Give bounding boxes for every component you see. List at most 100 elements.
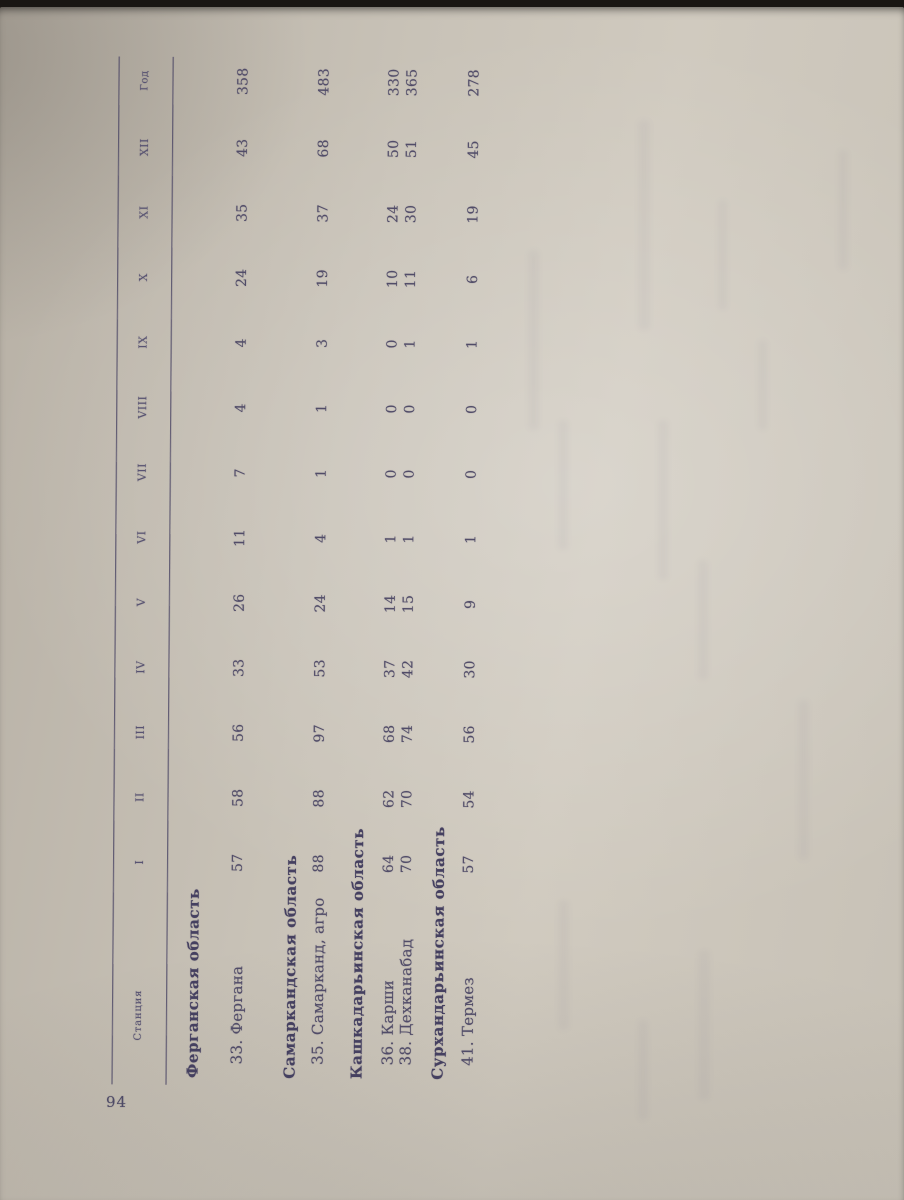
table-header-row: Станция I II III IV V VI VII VIII IX X XI XII Год bbox=[125, 57, 156, 1085]
month-value: 1 bbox=[401, 534, 418, 544]
month-value: 11 bbox=[402, 269, 420, 289]
month-value: 1 bbox=[313, 468, 330, 479]
month-value: 56 bbox=[461, 725, 478, 744]
month-value: 68 bbox=[315, 139, 333, 158]
month-value: 1 bbox=[383, 534, 400, 544]
month-value: 3 bbox=[314, 338, 331, 349]
month-value: 54 bbox=[461, 790, 478, 809]
month-value: 30 bbox=[403, 204, 420, 224]
column-header-station: Станция bbox=[132, 989, 144, 1041]
year-total: 330 bbox=[386, 68, 403, 97]
bleed-through-smudge bbox=[638, 120, 650, 330]
region-heading: Самаркандская область bbox=[280, 854, 301, 1079]
month-value: 0 bbox=[401, 469, 418, 479]
column-header-year: Год bbox=[138, 70, 150, 91]
month-value: 35 bbox=[234, 203, 251, 223]
bleed-through-smudge bbox=[698, 560, 708, 680]
column-header-month-XII: XII bbox=[137, 138, 151, 157]
month-value: 37 bbox=[382, 659, 399, 679]
bleed-through-smudge bbox=[798, 700, 809, 860]
month-value: 70 bbox=[398, 854, 416, 874]
page-number: 94 bbox=[106, 1093, 128, 1111]
month-value: 24 bbox=[233, 268, 251, 288]
month-value: 4 bbox=[313, 533, 330, 544]
station-name: 35. Самарканд, агро bbox=[308, 897, 328, 1065]
bleed-through-smudge bbox=[558, 420, 568, 550]
station-name: 33. Фергана bbox=[227, 965, 247, 1065]
year-total: 358 bbox=[235, 67, 252, 96]
column-header-month-V: V bbox=[134, 597, 148, 607]
month-value: 11 bbox=[232, 528, 249, 548]
month-value: 70 bbox=[399, 789, 416, 809]
month-value: 9 bbox=[462, 599, 479, 610]
month-value: 26 bbox=[231, 593, 248, 613]
month-value: 1 bbox=[402, 339, 419, 349]
month-value: 14 bbox=[382, 594, 399, 614]
column-header-month-X: X bbox=[136, 272, 150, 282]
year-total: 278 bbox=[466, 69, 483, 97]
month-value: 0 bbox=[463, 469, 480, 480]
month-value: 53 bbox=[312, 659, 329, 678]
station-name: 36. Карши bbox=[378, 979, 398, 1066]
month-value: 43 bbox=[234, 138, 252, 158]
month-value: 88 bbox=[310, 854, 328, 873]
month-value: 0 bbox=[383, 469, 400, 479]
month-value: 7 bbox=[232, 468, 249, 478]
month-value: 97 bbox=[311, 724, 328, 743]
book-page: 94 Станция I II III IV V VI VII VIII IX X XI XII Год … bbox=[0, 7, 904, 1200]
column-header-month-III: III bbox=[133, 724, 147, 740]
year-total: 483 bbox=[316, 68, 333, 96]
month-value: 15 bbox=[400, 594, 417, 614]
column-header-month-IX: IX bbox=[136, 335, 150, 349]
rotated-table: Станция I II III IV V VI VII VIII IX X XI XII Год Фер… bbox=[111, 56, 568, 1087]
month-value: 0 bbox=[384, 339, 401, 349]
table-top-rule bbox=[111, 56, 120, 1085]
month-value: 50 bbox=[385, 139, 403, 159]
month-value: 0 bbox=[384, 404, 401, 414]
bleed-through-smudge bbox=[758, 340, 767, 430]
table-row: 35. Самарканд, агро 88 88 97 53 24 4 1 1 3 19 37 68 4… bbox=[308, 58, 333, 1086]
month-value: 58 bbox=[230, 788, 247, 808]
region-heading: Ферганская область bbox=[183, 888, 203, 1079]
column-header-month-I: I bbox=[132, 859, 146, 865]
column-header-month-VI: VI bbox=[134, 530, 148, 544]
station-name: 38. Дехканабад bbox=[396, 938, 416, 1066]
region-heading: Кашкадарьинская область bbox=[347, 827, 368, 1080]
bleed-through-smudge bbox=[698, 950, 710, 1100]
month-value: 51 bbox=[403, 139, 421, 159]
month-value: 57 bbox=[229, 853, 247, 873]
month-value: 62 bbox=[381, 789, 398, 809]
month-value: 57 bbox=[460, 855, 478, 874]
month-value: 0 bbox=[402, 404, 419, 414]
column-header-month-II: II bbox=[132, 792, 146, 803]
month-value: 64 bbox=[380, 854, 398, 874]
month-value: 45 bbox=[465, 140, 483, 159]
table-header-rule bbox=[165, 56, 174, 1085]
month-value: 42 bbox=[400, 659, 417, 679]
month-value: 24 bbox=[312, 594, 329, 613]
month-value: 1 bbox=[463, 534, 480, 545]
month-value: 10 bbox=[384, 269, 402, 289]
station-name: 41. Термез bbox=[458, 976, 478, 1066]
month-value: 19 bbox=[314, 269, 332, 288]
bleed-through-smudge bbox=[558, 900, 569, 1030]
month-value: 68 bbox=[381, 724, 398, 744]
month-value: 30 bbox=[462, 660, 479, 679]
bleed-through-smudge bbox=[838, 150, 848, 270]
column-header-month-XI: XI bbox=[136, 205, 151, 219]
bleed-through-smudge bbox=[658, 420, 668, 580]
month-value: 24 bbox=[385, 204, 402, 224]
month-value: 6 bbox=[465, 274, 482, 285]
month-value: 4 bbox=[233, 403, 250, 413]
month-value: 56 bbox=[230, 723, 247, 743]
month-value: 1 bbox=[314, 403, 331, 414]
month-value: 19 bbox=[465, 205, 482, 224]
month-value: 88 bbox=[311, 789, 328, 808]
table-row: 33. Фергана 57 58 56 33 26 11 7 4 4 24 35 43 358 bbox=[227, 57, 252, 1085]
table-row: 41. Термез 57 54 56 30 9 1 0 0 1 6 19 45 278 bbox=[458, 59, 483, 1087]
bleed-through-smudge bbox=[638, 1020, 648, 1120]
month-value: 0 bbox=[464, 404, 481, 415]
column-header-month-VIII: VIII bbox=[135, 395, 149, 419]
month-value: 74 bbox=[399, 724, 416, 744]
